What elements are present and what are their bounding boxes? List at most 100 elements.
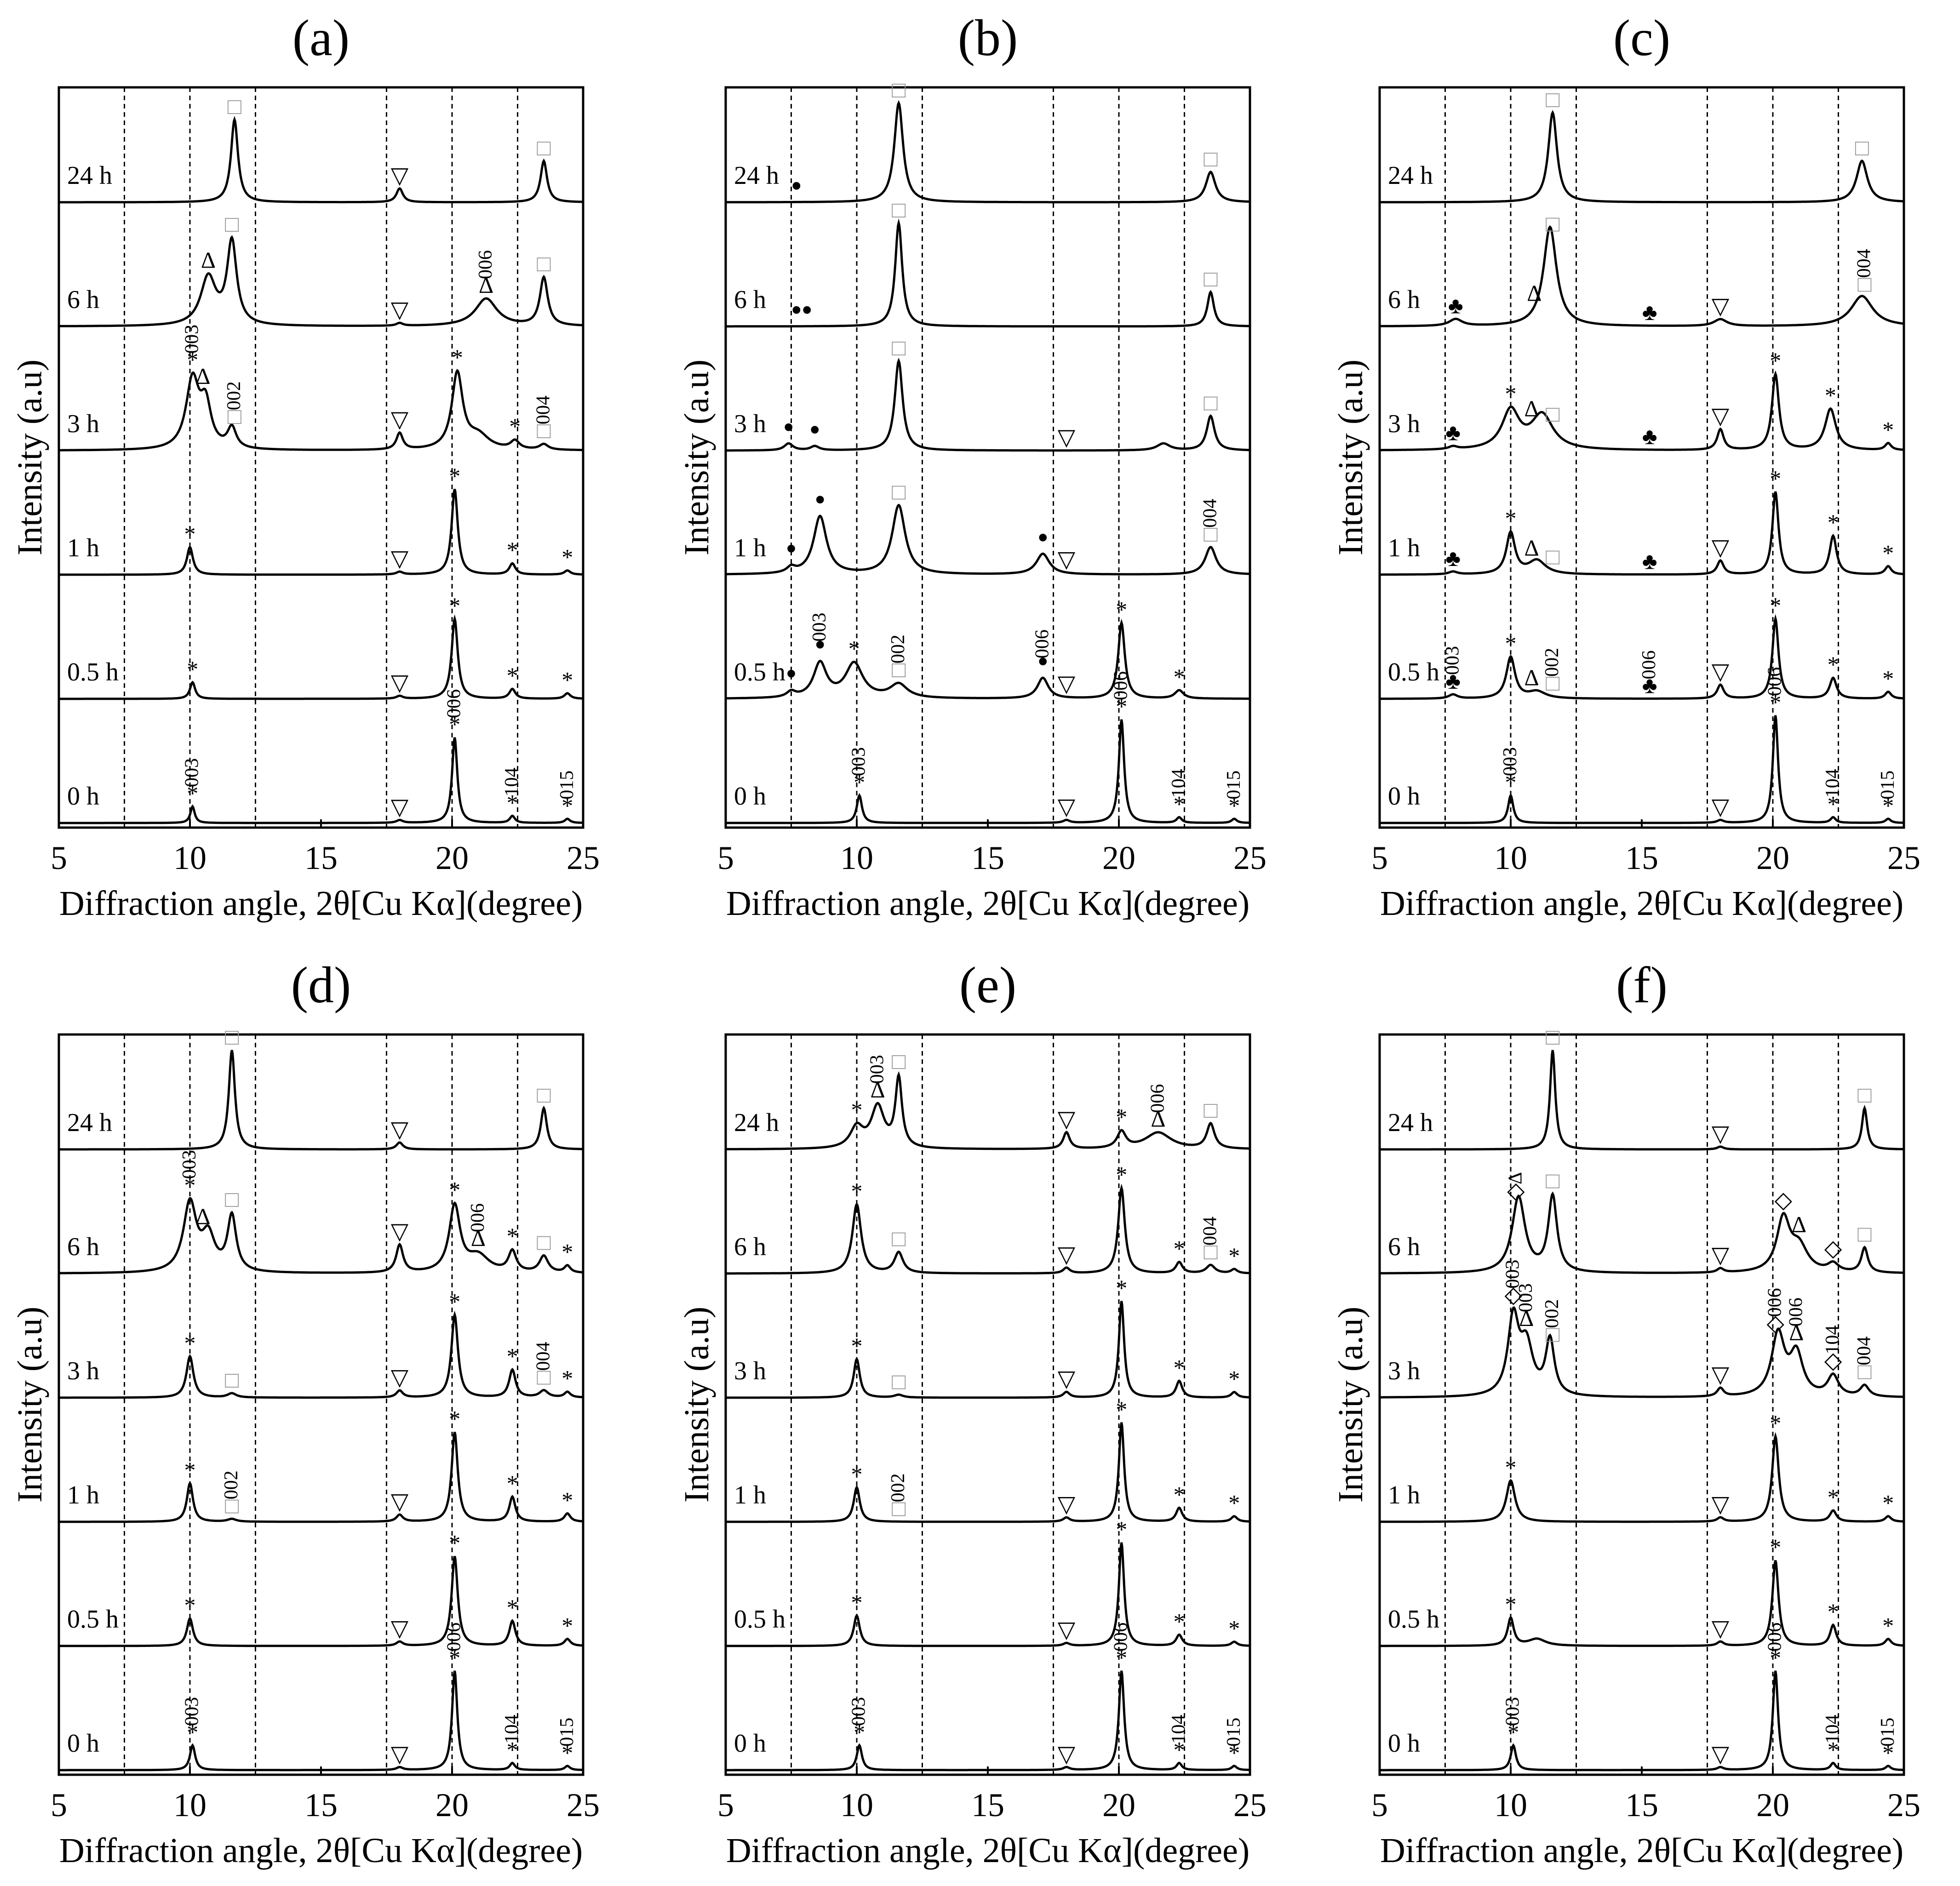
peak-marker: * [507,789,518,815]
peak-index: Δ [1505,1172,1526,1184]
peak-annotation: □ [892,479,906,505]
peak-annotation: * [449,463,460,489]
peak-marker: ▽ [391,794,409,819]
peak-annotation: ▽ [1058,546,1076,572]
peak-marker: Δ [1789,1320,1804,1345]
peak-marker: ▽ [1058,671,1076,697]
time-label: 0 h [67,782,99,811]
peak-marker: ▽ [1058,1491,1076,1517]
y-axis-title: Intensity (a.u) [1331,360,1370,555]
peak-annotation: ♣006 [1639,650,1660,698]
time-label: 1 h [67,534,99,562]
peak-annotation: Δ [1792,1212,1806,1237]
peak-marker: □ [1546,86,1560,112]
peak-annotation: ◇Δ [1505,1172,1526,1203]
peak-marker: □ [1857,1082,1872,1108]
trace-0.5h [1380,614,1904,700]
trace-0h [726,719,1250,824]
peak-annotation: * [851,1178,863,1204]
peak-annotation: ▽ [391,1116,409,1142]
peak-index: 002 [224,381,245,410]
peak-index: 002 [888,634,909,663]
trace-3h [59,369,584,451]
peak-marker: □ [892,335,906,360]
trace-1h [1380,1432,1904,1523]
peak-index: 003 [182,1697,203,1726]
peak-marker: □ [1855,135,1869,160]
trace-0h [1380,715,1904,824]
peak-index: 015 [556,771,578,800]
peak-annotation: ▽ [391,1741,409,1766]
peak-annotation: Δ [201,247,216,273]
peak-marker: ▽ [1712,403,1730,429]
peak-marker: * [1116,1516,1127,1542]
peak-annotation: * [1174,1481,1185,1507]
peak-annotation: ♣003 [1442,646,1463,694]
peak-annotation: * [562,544,573,570]
peak-annotation: *003 [1502,1697,1524,1745]
peak-annotation: □ [892,335,906,360]
peak-annotation: *003 [848,1697,870,1745]
trace-6h [1380,225,1904,327]
peak-marker: * [1828,1737,1839,1762]
peak-annotation: * [1825,383,1836,408]
peak-marker: ▽ [1058,1241,1076,1267]
peak-annotation: □002 [888,1473,909,1521]
peak-marker: ▽ [1058,794,1076,819]
peak-marker: Δ [1519,1305,1534,1331]
peak-index: 003 [1515,1283,1536,1312]
peak-annotation: ♣ [1642,423,1657,449]
peak-marker: ▽ [391,406,409,432]
peak-marker: ▽ [1712,293,1730,319]
peak-marker: * [1116,693,1127,719]
time-label: 24 h [67,161,112,190]
peak-index: 003 [1502,1697,1524,1726]
x-axis-title: Diffraction angle, 2θ[Cu Kα](degree) [59,884,583,923]
peak-marker: ▽ [1712,534,1730,560]
peak-annotation: * [1770,465,1781,491]
time-label: 24 h [1388,161,1433,190]
peak-marker: □ [1546,1167,1560,1193]
peak-marker: ▽ [1712,1741,1730,1766]
peak-marker: * [449,1406,460,1432]
peak-annotation: * [187,656,198,682]
y-axis-title: Intensity (a.u) [11,360,49,555]
peak-annotation: * [848,635,860,661]
peak-annotation: * [1882,1613,1894,1639]
x-axis-title: Diffraction angle, 2θ[Cu Kα](degree) [726,884,1249,923]
peak-annotation: *006 [1765,1623,1786,1670]
peak-index: 003 [1502,1260,1524,1289]
peak-annotation: ◇003 [1502,1260,1524,1308]
plot-frame [57,86,585,829]
x-tick-label: 5 [1371,840,1388,876]
peak-marker: * [1882,1613,1894,1639]
time-label: 0 h [67,1729,99,1758]
peak-annotation: * [1505,1454,1517,1480]
x-tick-label: 20 [436,840,469,876]
peak-marker: Δ [479,272,493,298]
trace-0h [59,1670,583,1772]
x-tick-label: 5 [51,1787,67,1823]
peak-annotation: □ [537,1082,551,1108]
peak-annotation: Δ [1524,395,1539,421]
time-label: 3 h [67,1357,99,1385]
peak-annotation: *104 [1168,769,1189,817]
peak-annotation: * [1882,540,1894,566]
peak-annotation: □ [1546,211,1560,236]
peak-marker: • [785,656,797,692]
panel-title: (f) [1616,957,1668,1014]
peak-marker: □ [537,417,551,443]
peak-marker: * [1174,791,1185,817]
peak-annotation: *006 [444,689,465,737]
peak-marker: Δ [1524,665,1539,691]
peak-index: 003 [182,325,203,354]
peak-marker: Δ [1527,280,1542,306]
peak-marker: * [562,793,573,818]
peak-marker: * [449,1177,460,1202]
peak-marker: ♣ [1642,423,1657,449]
peak-marker: * [1882,1490,1894,1516]
peak-annotation: □002 [888,634,909,682]
peak-marker: ▽ [391,1615,409,1641]
peak-index: 015 [1223,1718,1244,1747]
